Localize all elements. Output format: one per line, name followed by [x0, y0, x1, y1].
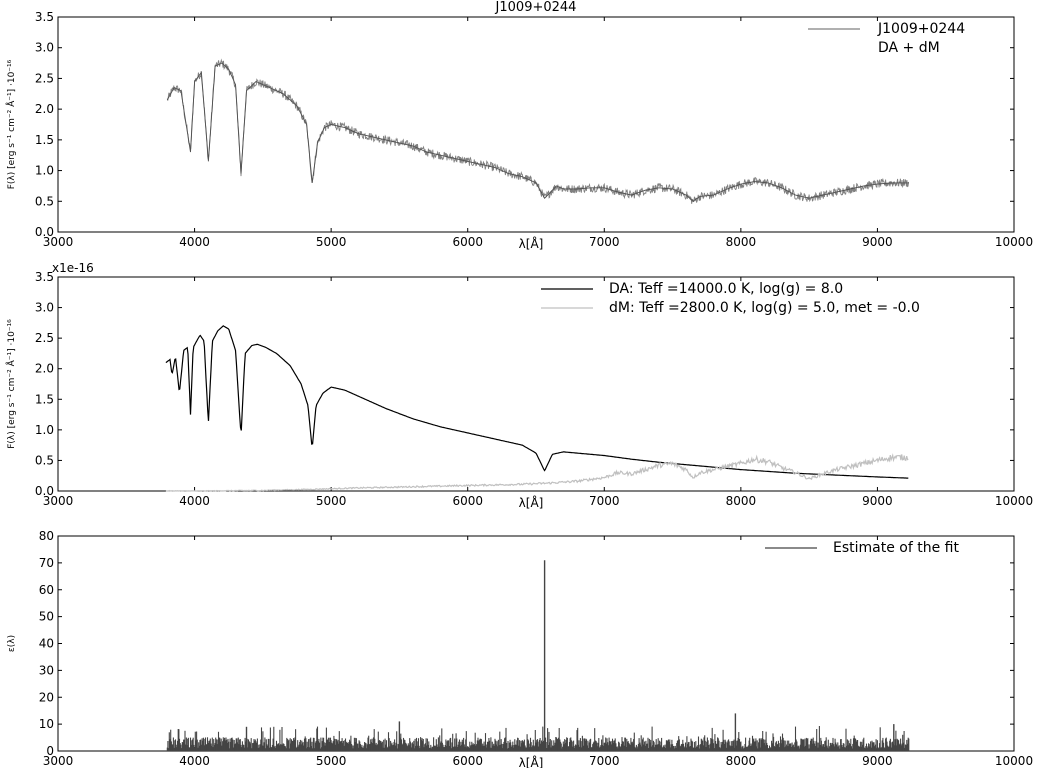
axis-offset-text: x1e-16 [52, 261, 94, 275]
x-tick-label: 4000 [179, 494, 210, 508]
axes-frame [57, 276, 1015, 492]
y-tick-label: 0.5 [35, 453, 54, 467]
legend-label: DA + dM [878, 40, 940, 56]
y-tick-label: 30 [39, 663, 54, 677]
chart-title: J1009+0244 [495, 0, 577, 15]
y-tick-label: 3.5 [35, 10, 54, 24]
panel-observed-spectrum: 3000 4000 5000 6000 7000 8000 9000 10000 0.0 0.5 1… [5, 0, 1033, 251]
x-tick-label: 7000 [589, 754, 620, 768]
x-tick-label: 7000 [589, 235, 620, 249]
panel-model-components: 3000 4000 5000 6000 7000 8000 9000 10000 0.0 0.5 1… [5, 261, 1033, 510]
y-tick-label: 3.0 [35, 301, 54, 315]
x-tick-label: 9000 [862, 754, 893, 768]
y-tick-label: 2.0 [35, 102, 54, 116]
y-axis-label: F(λ) [erg s⁻¹ cm⁻² Å⁻¹] ·10⁻¹⁶ [5, 59, 17, 189]
x-tick-label: 3000 [43, 494, 74, 508]
x-tick-label: 5000 [316, 494, 347, 508]
y-axis-label: F(λ) [erg s⁻¹ cm⁻² Å⁻¹] ·10⁻¹⁶ [5, 319, 17, 449]
y-tick-label: 20 [39, 690, 54, 704]
x-tick-label: 10000 [995, 235, 1033, 249]
axes-frame [57, 535, 1015, 752]
y-tick-label: 0.0 [35, 225, 54, 239]
x-tick-label: 6000 [452, 754, 483, 768]
x-tick-label: 10000 [995, 754, 1033, 768]
y-tick-label: 0.0 [35, 484, 54, 498]
panel-fit-estimate: 3000 4000 5000 6000 7000 8000 9000 10000 0 10 20 30… [7, 529, 1033, 768]
x-tick-label: 6000 [452, 494, 483, 508]
series-line-1 [166, 58, 910, 204]
series-line-smooth [166, 62, 909, 202]
x-tick-label: 9000 [862, 235, 893, 249]
y-tick-label: 40 [39, 637, 54, 651]
y-tick-label: 3.5 [35, 270, 54, 284]
x-tick-label: 4000 [179, 754, 210, 768]
y-tick-label: 1.0 [35, 164, 54, 178]
y-tick-label: 70 [39, 556, 54, 570]
y-tick-label: 0 [46, 744, 54, 758]
fit-estimate-bars [166, 560, 910, 751]
y-tick-label: 1.5 [35, 392, 54, 406]
x-axis-label: λ[Å] [519, 236, 544, 251]
legend-label: DA: Teff =14000.0 K, log(g) = 8.0 [609, 281, 843, 297]
x-tick-label: 7000 [589, 494, 620, 508]
x-tick-label: 3000 [43, 235, 74, 249]
x-tick-label: 3000 [43, 754, 74, 768]
y-tick-label: 1.5 [35, 133, 54, 147]
y-tick-label: 3.0 [35, 41, 54, 55]
x-axis-label: λ[Å] [519, 755, 544, 768]
y-tick-label: 0.5 [35, 194, 54, 208]
x-tick-label: 6000 [452, 235, 483, 249]
x-tick-label: 8000 [726, 754, 757, 768]
y-tick-label: 80 [39, 529, 54, 543]
y-tick-label: 10 [39, 717, 54, 731]
x-axis-label: λ[Å] [519, 495, 544, 510]
x-tick-label: 8000 [726, 235, 757, 249]
x-tick-label: 4000 [179, 235, 210, 249]
series-line-2 [165, 453, 909, 492]
legend-label: Estimate of the fit [833, 540, 959, 556]
axes-frame [57, 16, 1015, 233]
y-tick-label: 2.0 [35, 362, 54, 376]
y-tick-label: 60 [39, 583, 54, 597]
x-tick-label: 8000 [726, 494, 757, 508]
legend-label: dM: Teff =2800.0 K, log(g) = 5.0, met = … [609, 300, 920, 316]
x-tick-label: 5000 [316, 235, 347, 249]
y-axis-label: ε(λ) [7, 635, 17, 652]
y-tick-label: 50 [39, 610, 54, 624]
x-tick-label: 10000 [995, 494, 1033, 508]
y-tick-label: 2.5 [35, 331, 54, 345]
x-tick-label: 9000 [862, 494, 893, 508]
legend-label: J1009+0244 [877, 21, 965, 37]
y-tick-label: 2.5 [35, 71, 54, 85]
x-tick-label: 5000 [316, 754, 347, 768]
series-line-1 [165, 325, 909, 479]
y-tick-label: 1.0 [35, 423, 54, 437]
